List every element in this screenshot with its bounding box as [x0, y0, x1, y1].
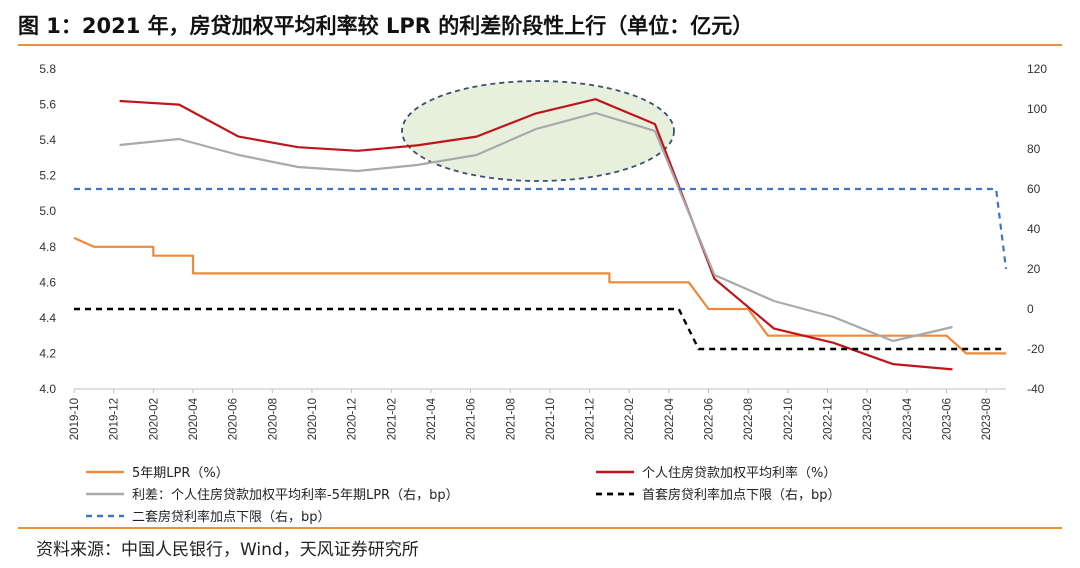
legend-label-5: 二套房贷利率加点下限（右，bp）	[132, 509, 331, 525]
x-tick-label: 2022-04	[664, 397, 676, 440]
source-note: 资料来源：中国人民银行，Wind，天风证券研究所	[36, 540, 419, 560]
x-tick-label: 2020-06	[228, 398, 240, 440]
x-tick-label: 2021-12	[585, 398, 597, 440]
legend-label-2: 个人住房贷款加权平均利率（%）	[642, 465, 836, 481]
x-tick-label: 2020-04	[188, 397, 200, 440]
x-tick-label: 2019-12	[109, 398, 121, 440]
x-tick-label: 2020-02	[148, 398, 160, 440]
y-right-tick-label: -40	[1027, 382, 1045, 396]
series-line-1	[73, 236, 1006, 355]
legend-label-4: 首套房贷利率加点下限（右，bp）	[642, 487, 841, 503]
series-line-3	[119, 111, 953, 343]
y-right-tick-label: 0	[1027, 302, 1034, 316]
y-left-tick-label: 4.2	[39, 346, 56, 360]
y-right-tick-label: -20	[1027, 342, 1045, 356]
x-tick-label: 2022-02	[624, 398, 636, 440]
y-right-tick-label: 60	[1027, 182, 1041, 196]
y-left-tick-label: 5.6	[39, 98, 56, 112]
y-right-tick-label: 80	[1027, 142, 1041, 156]
y-left-tick-label: 4.4	[39, 311, 56, 325]
x-tick-label: 2023-04	[902, 397, 914, 440]
x-tick-label: 2019-10	[69, 398, 81, 440]
series-line-4	[74, 307, 1006, 351]
y-left-tick-label: 4.6	[39, 275, 56, 289]
y-right-tick-label: 100	[1027, 102, 1047, 116]
x-tick-label: 2022-08	[743, 398, 755, 440]
y-left-tick-label: 4.0	[39, 382, 56, 396]
series-line-2	[119, 98, 953, 371]
y-left-tick-label: 5.0	[39, 204, 56, 218]
y-left-tick-label: 5.8	[39, 62, 56, 76]
x-tick-label: 2021-06	[466, 398, 478, 440]
x-tick-label: 2022-10	[783, 398, 795, 440]
y-right-tick-label: 20	[1027, 262, 1041, 276]
x-tick-label: 2023-02	[862, 398, 874, 440]
highlight-ellipse	[401, 80, 675, 182]
x-tick-label: 2023-06	[942, 398, 954, 440]
x-tick-label: 2020-10	[307, 398, 319, 440]
x-tick-label: 2021-02	[386, 398, 398, 440]
y-right-tick-label: 40	[1027, 222, 1041, 236]
x-tick-label: 2023-08	[981, 398, 993, 440]
legend-label-1: 5年期LPR（%）	[132, 466, 229, 481]
x-tick-label: 2021-10	[545, 398, 557, 440]
x-tick-label: 2020-08	[267, 398, 279, 440]
x-tick-label: 2020-12	[347, 398, 359, 440]
bottom-divider	[18, 527, 1062, 529]
x-tick-label: 2022-12	[823, 398, 835, 440]
y-left-tick-label: 5.4	[39, 133, 56, 147]
x-tick-label: 2022-06	[704, 398, 716, 440]
y-left-tick-label: 5.2	[39, 169, 56, 183]
top-divider	[18, 44, 1062, 46]
chart-title: 图 1：2021 年，房贷加权平均利率较 LPR 的利差阶段性上行（单位：亿元）	[18, 14, 754, 38]
y-left-tick-label: 4.8	[39, 240, 56, 254]
x-tick-label: 2021-04	[426, 397, 438, 440]
y-right-tick-label: 120	[1027, 62, 1047, 76]
legend-label-3: 利差：个人住房贷款加权平均利率-5年期LPR（右，bp）	[132, 487, 459, 503]
x-tick-label: 2021-08	[505, 398, 517, 440]
series-line-5	[74, 187, 1008, 270]
